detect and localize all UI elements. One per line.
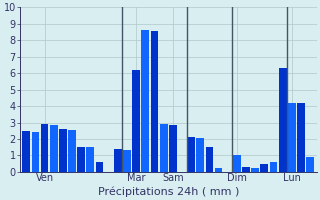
Bar [196, 138, 204, 172]
Bar [160, 124, 168, 172]
Bar [260, 164, 268, 172]
Bar [77, 147, 85, 172]
X-axis label: Précipitations 24h ( mm ): Précipitations 24h ( mm ) [98, 186, 239, 197]
Bar [279, 68, 286, 172]
Bar [41, 124, 49, 172]
Bar [96, 162, 103, 172]
Bar [68, 130, 76, 172]
Bar [215, 168, 222, 172]
Bar [32, 132, 39, 172]
Bar [50, 125, 58, 172]
Bar [205, 147, 213, 172]
Bar [114, 149, 122, 172]
Bar [306, 157, 314, 172]
Bar [233, 155, 241, 172]
Bar [59, 129, 67, 172]
Bar [132, 70, 140, 172]
Bar [297, 103, 305, 172]
Bar [187, 137, 195, 172]
Bar [270, 162, 277, 172]
Bar [141, 30, 149, 172]
Bar [251, 168, 259, 172]
Bar [86, 147, 94, 172]
Bar [288, 103, 296, 172]
Bar [151, 31, 158, 172]
Bar [22, 131, 30, 172]
Bar [242, 167, 250, 172]
Bar [123, 150, 131, 172]
Bar [169, 125, 177, 172]
